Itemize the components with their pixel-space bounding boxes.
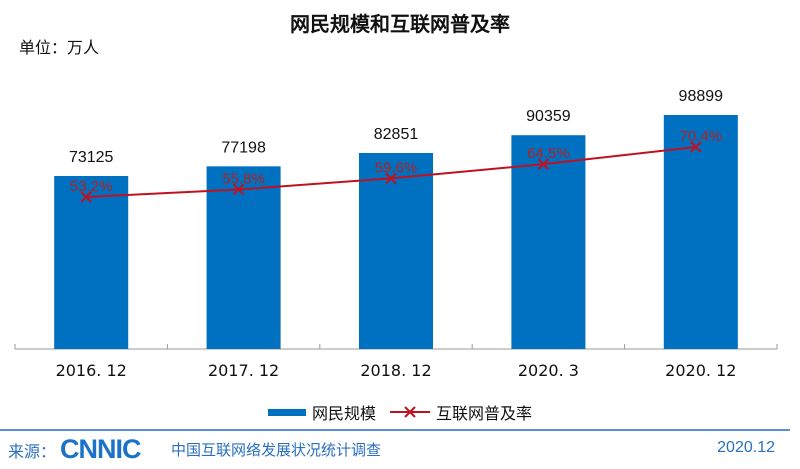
legend-item-users: 网民规模 [267,400,376,424]
cross-marker-icon [537,158,550,170]
line-value-label: 53.2% [70,178,113,195]
survey-name: 中国互联网络发展状况统计调查 [171,441,382,459]
x-tick-label: 2016. 12 [56,361,127,380]
chart-plot: 73125 2016. 12 53.2% 77198 2017. 12 55.8% 8285… [14,88,778,380]
legend-label-penetration: 互联网普及率 [436,404,533,423]
bar [54,175,129,349]
line-value-label: 64.5% [527,145,570,162]
line-cross-marker-icon [390,406,430,418]
footer: 来源： CNNIC 中国互联网络发展状况统计调查 2020.12 [0,434,800,464]
x-tick-label: 2017. 12 [208,361,279,380]
line-value-label: 55.8% [222,170,265,187]
chart-title: 网民规模和互联网普及率 [290,12,510,36]
cross-marker-icon [385,172,397,185]
unit-label: 单位：万人 [19,38,100,57]
footer-divider [0,429,790,431]
x-tick-label: 2020. 12 [665,361,736,380]
bar-value-label: 77198 [221,139,266,156]
line-value-label: 70.4% [680,128,723,145]
bar-value-label: 82851 [374,126,419,143]
bar [511,135,586,349]
bar [206,166,281,349]
bar-value-label: 98899 [679,88,724,105]
x-tick-label: 2018. 12 [360,361,431,380]
bar [359,152,433,349]
report-date: 2020.12 [717,439,775,456]
bar-value-label: 73125 [69,149,114,166]
legend-label-users: 网民规模 [311,404,376,423]
legend: 网民规模 互联网普及率 [0,400,800,424]
line-value-label: 59.6% [375,159,418,176]
cross-marker-icon [232,183,245,196]
cross-marker-icon [690,141,702,153]
x-tick-label: 2020. 3 [518,361,579,380]
source-label: 来源： [8,442,57,461]
bar [663,115,738,349]
bar-swatch-icon [267,408,306,416]
legend-item-penetration: 互联网普及率 [390,400,532,424]
bar-value-label: 90359 [526,108,571,125]
cnnic-logo: CNNIC [60,434,141,464]
cross-marker-icon [80,191,92,203]
